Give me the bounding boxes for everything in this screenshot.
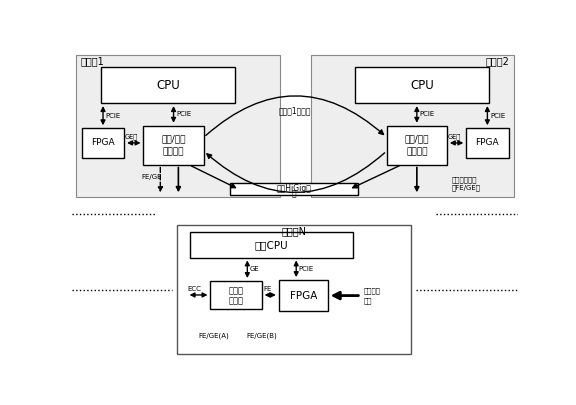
Text: 二层交: 二层交 bbox=[229, 286, 244, 295]
Text: 交换芯片: 交换芯片 bbox=[163, 148, 184, 157]
Text: FPGA: FPGA bbox=[91, 139, 115, 147]
Text: PCIE: PCIE bbox=[106, 113, 121, 119]
Text: 模拟成1颗芯片: 模拟成1颗芯片 bbox=[279, 107, 312, 115]
Text: GE口: GE口 bbox=[125, 133, 138, 140]
FancyBboxPatch shape bbox=[143, 126, 204, 164]
Text: PCIE: PCIE bbox=[176, 111, 191, 117]
Text: 三层/二层: 三层/二层 bbox=[161, 135, 186, 144]
FancyArrowPatch shape bbox=[206, 96, 384, 136]
Text: 业务板N: 业务板N bbox=[282, 226, 306, 237]
FancyArrowPatch shape bbox=[191, 166, 236, 188]
FancyArrowPatch shape bbox=[207, 153, 385, 192]
Text: 换芯片: 换芯片 bbox=[229, 296, 244, 306]
Text: 主控扶2: 主控扶2 bbox=[486, 56, 509, 66]
Text: 主控扶1: 主控扶1 bbox=[81, 56, 105, 66]
Text: CPU: CPU bbox=[411, 79, 434, 92]
FancyBboxPatch shape bbox=[177, 225, 411, 354]
Text: FE/GE(B): FE/GE(B) bbox=[246, 332, 276, 339]
Text: 处于阻塞状态: 处于阻塞状态 bbox=[452, 177, 477, 183]
Text: 单板CPU: 单板CPU bbox=[255, 240, 289, 250]
Text: 交换芯片: 交换芯片 bbox=[406, 148, 427, 157]
Text: 告警开销: 告警开销 bbox=[363, 288, 381, 294]
Text: 联: 联 bbox=[292, 189, 297, 198]
Text: 的FE/GE口: 的FE/GE口 bbox=[452, 184, 480, 191]
Text: FE/GE(A): FE/GE(A) bbox=[199, 332, 229, 339]
Text: PCIE: PCIE bbox=[419, 111, 435, 117]
Text: CPU: CPU bbox=[156, 79, 180, 92]
Text: FPGA: FPGA bbox=[290, 290, 317, 301]
Text: PCIE: PCIE bbox=[490, 113, 505, 119]
Text: ECC: ECC bbox=[188, 286, 202, 292]
FancyBboxPatch shape bbox=[386, 126, 447, 164]
Text: 三层/二层: 三层/二层 bbox=[404, 135, 429, 144]
Text: PCIE: PCIE bbox=[298, 266, 314, 272]
FancyBboxPatch shape bbox=[210, 281, 262, 309]
Text: FPGA: FPGA bbox=[476, 139, 499, 147]
Text: GE口: GE口 bbox=[448, 133, 461, 140]
FancyBboxPatch shape bbox=[77, 55, 279, 197]
FancyBboxPatch shape bbox=[355, 67, 490, 103]
Text: FE: FE bbox=[263, 286, 272, 292]
Text: FE/GE: FE/GE bbox=[141, 174, 162, 180]
Text: 板间HiGig级: 板间HiGig级 bbox=[276, 184, 312, 194]
FancyBboxPatch shape bbox=[311, 55, 514, 197]
FancyArrowPatch shape bbox=[353, 166, 399, 188]
FancyBboxPatch shape bbox=[279, 280, 328, 311]
FancyBboxPatch shape bbox=[466, 128, 509, 158]
FancyBboxPatch shape bbox=[190, 232, 353, 258]
FancyBboxPatch shape bbox=[230, 183, 358, 195]
Text: GE: GE bbox=[249, 266, 259, 272]
FancyBboxPatch shape bbox=[101, 67, 235, 103]
Text: 插入: 插入 bbox=[363, 297, 372, 304]
FancyBboxPatch shape bbox=[82, 128, 124, 158]
